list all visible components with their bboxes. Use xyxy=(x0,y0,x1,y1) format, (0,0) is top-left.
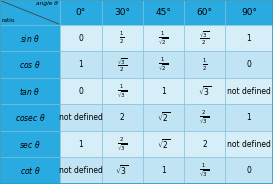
Bar xyxy=(225,25,273,52)
Bar xyxy=(225,78,273,105)
Bar xyxy=(102,52,143,78)
Bar xyxy=(0,78,60,105)
Text: $\frac{1}{\sqrt{2}}$: $\frac{1}{\sqrt{2}}$ xyxy=(158,56,168,73)
Bar xyxy=(102,131,143,158)
Bar xyxy=(60,131,102,158)
Bar xyxy=(143,52,184,78)
Text: angle θ: angle θ xyxy=(36,1,58,6)
Bar xyxy=(0,25,60,52)
Text: $\sqrt{3}$: $\sqrt{3}$ xyxy=(115,164,129,178)
Text: cot $\theta$: cot $\theta$ xyxy=(20,165,41,176)
Bar xyxy=(143,158,184,184)
Text: ratio: ratio xyxy=(2,18,15,24)
Bar xyxy=(60,78,102,105)
Text: 1: 1 xyxy=(161,87,166,96)
Bar xyxy=(143,78,184,105)
Text: 0: 0 xyxy=(79,87,83,96)
Bar xyxy=(102,0,143,25)
Bar xyxy=(184,78,225,105)
Bar xyxy=(60,52,102,78)
Bar xyxy=(225,105,273,131)
Text: 90°: 90° xyxy=(241,8,257,17)
Bar xyxy=(225,52,273,78)
Bar xyxy=(102,25,143,52)
Text: cos $\theta$: cos $\theta$ xyxy=(19,59,41,70)
Bar xyxy=(102,78,143,105)
Text: $\frac{1}{2}$: $\frac{1}{2}$ xyxy=(119,30,125,46)
Text: cosec $\theta$: cosec $\theta$ xyxy=(15,112,46,123)
Bar xyxy=(184,105,225,131)
Text: 1: 1 xyxy=(79,60,83,69)
Text: $\frac{2}{\sqrt{3}}$: $\frac{2}{\sqrt{3}}$ xyxy=(199,109,209,126)
Bar xyxy=(143,131,184,158)
Text: 1: 1 xyxy=(79,140,83,149)
Bar xyxy=(60,158,102,184)
Text: 1: 1 xyxy=(161,166,166,175)
Text: $\frac{1}{\sqrt{3}}$: $\frac{1}{\sqrt{3}}$ xyxy=(117,83,127,100)
Text: not defined: not defined xyxy=(227,140,271,149)
Text: $\frac{1}{\sqrt{2}}$: $\frac{1}{\sqrt{2}}$ xyxy=(158,30,168,47)
Bar xyxy=(225,0,273,25)
Bar xyxy=(143,105,184,131)
Text: $\frac{1}{\sqrt{3}}$: $\frac{1}{\sqrt{3}}$ xyxy=(199,162,209,179)
Text: $\frac{\sqrt{3}}{2}$: $\frac{\sqrt{3}}{2}$ xyxy=(117,56,127,74)
Text: sec $\theta$: sec $\theta$ xyxy=(19,139,41,150)
Bar xyxy=(0,131,60,158)
Bar xyxy=(225,131,273,158)
Bar xyxy=(143,0,184,25)
Bar xyxy=(184,52,225,78)
Text: 45°: 45° xyxy=(155,8,171,17)
Text: 2: 2 xyxy=(120,113,124,122)
Text: $\sqrt{3}$: $\sqrt{3}$ xyxy=(198,84,211,98)
Bar xyxy=(0,158,60,184)
Text: $\frac{1}{2}$: $\frac{1}{2}$ xyxy=(202,57,207,73)
Bar xyxy=(60,105,102,131)
Text: not defined: not defined xyxy=(59,166,103,175)
Text: $\frac{2}{\sqrt{3}}$: $\frac{2}{\sqrt{3}}$ xyxy=(117,136,127,153)
Bar xyxy=(184,158,225,184)
Text: 2: 2 xyxy=(202,140,207,149)
Bar xyxy=(60,0,102,25)
Bar xyxy=(60,25,102,52)
Text: sin $\theta$: sin $\theta$ xyxy=(20,33,40,44)
Bar xyxy=(0,0,60,25)
Text: $\sqrt{2}$: $\sqrt{2}$ xyxy=(156,137,170,151)
Text: 30°: 30° xyxy=(114,8,130,17)
Text: 1: 1 xyxy=(247,113,251,122)
Bar xyxy=(184,0,225,25)
Text: 0: 0 xyxy=(247,60,251,69)
Bar xyxy=(225,158,273,184)
Text: 60°: 60° xyxy=(197,8,212,17)
Text: 1: 1 xyxy=(247,34,251,43)
Text: 0°: 0° xyxy=(76,8,86,17)
Text: 0: 0 xyxy=(79,34,83,43)
Text: $\frac{\sqrt{3}}{2}$: $\frac{\sqrt{3}}{2}$ xyxy=(199,29,209,47)
Text: not defined: not defined xyxy=(59,113,103,122)
Text: 0: 0 xyxy=(247,166,251,175)
Bar xyxy=(102,158,143,184)
Bar xyxy=(102,105,143,131)
Text: $\sqrt{2}$: $\sqrt{2}$ xyxy=(156,111,170,124)
Text: not defined: not defined xyxy=(227,87,271,96)
Bar xyxy=(184,131,225,158)
Bar xyxy=(184,25,225,52)
Bar xyxy=(143,25,184,52)
Text: tan $\theta$: tan $\theta$ xyxy=(19,86,41,97)
Bar xyxy=(0,52,60,78)
Bar xyxy=(0,105,60,131)
